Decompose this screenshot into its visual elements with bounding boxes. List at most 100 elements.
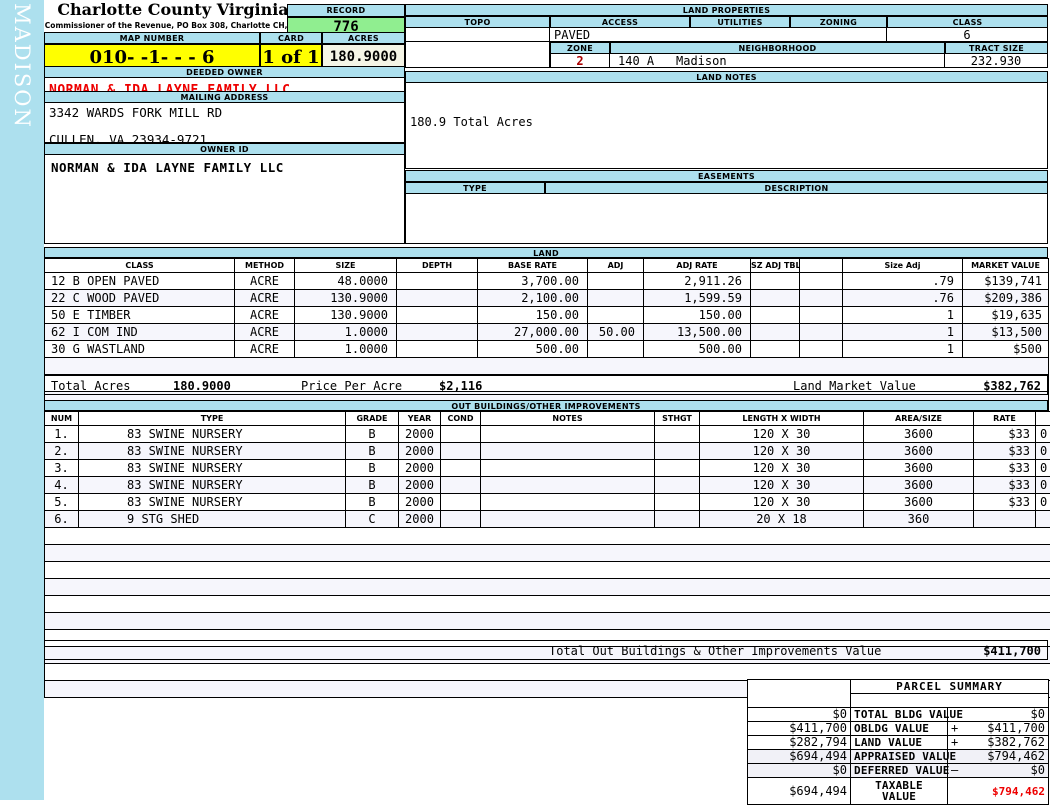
- ps-current-value: $382,762: [962, 736, 1049, 750]
- land-cell-size: 1.0000: [295, 341, 397, 358]
- parcel-summary-title-row: PARCEL SUMMARY: [748, 680, 1049, 694]
- class-label: CLASS: [887, 16, 1048, 28]
- total-acres-label: Total Acres: [51, 380, 130, 392]
- land-cell-class: 30 G WASTLAND: [45, 341, 235, 358]
- land-cell-method: ACRE: [235, 324, 295, 341]
- ob-cell-type: 83 SWINE NURSERY: [79, 460, 346, 477]
- land-cell-method: ACRE: [235, 307, 295, 324]
- access-value: PAVED: [550, 28, 887, 42]
- land-cell-blank: [800, 324, 843, 341]
- mailing-address-label: MAILING ADDRESS: [44, 91, 405, 103]
- ob-cell-area: 3600: [864, 460, 974, 477]
- ps-title-spacer: [851, 694, 1049, 708]
- land-header-row: CLASS METHOD SIZE DEPTH BASE RATE ADJ AD…: [45, 259, 1049, 273]
- ob-cell-grade: B: [346, 477, 399, 494]
- owner-id-label: OWNER ID: [44, 143, 405, 155]
- parcel-summary-title: PARCEL SUMMARY: [851, 680, 1049, 694]
- land-cell-sz_adj_tbl: [751, 273, 800, 290]
- owner-id-cell: NORMAN & IDA LAYNE FAMILY LLC: [44, 155, 405, 244]
- tract-size-label: TRACT SIZE: [945, 42, 1048, 54]
- land-cell-class: 62 I COM IND: [45, 324, 235, 341]
- ob-cell-year: 2000: [399, 426, 441, 443]
- land-cell-adj: [588, 341, 644, 358]
- deeded-owner-label: DEEDED OWNER: [44, 66, 405, 78]
- out-buildings-empty-row: [45, 562, 1050, 579]
- land-cell-adj: [588, 290, 644, 307]
- ob-cell-grade: B: [346, 494, 399, 511]
- ps-row-label: LAND VALUE: [851, 736, 948, 750]
- land-cell-market_value: $19,635: [963, 307, 1049, 324]
- out-buildings-empty-row: [45, 596, 1050, 613]
- ob-cell-rate: $33: [974, 477, 1036, 494]
- land-cell-adj: 50.00: [588, 324, 644, 341]
- ob-cell-area: 3600: [864, 426, 974, 443]
- land-cell-base_rate: 3,700.00: [478, 273, 588, 290]
- map-number-label: MAP NUMBER: [44, 32, 260, 44]
- land-col-size: SIZE: [295, 259, 397, 273]
- ob-cell-notes: [481, 460, 655, 477]
- ob-cell-type: 83 SWINE NURSERY: [79, 494, 346, 511]
- ob-cell-year: 2000: [399, 477, 441, 494]
- ob-cell-area: 3600: [864, 494, 974, 511]
- ps-sign: +: [948, 722, 962, 736]
- ob-col-year: YEAR: [399, 412, 441, 426]
- land-empty-row: [45, 358, 1049, 375]
- land-col-base-rate: BASE RATE: [478, 259, 588, 273]
- ob-cell-dep: 0.70: [1036, 494, 1050, 511]
- land-cell-market_value: $139,741: [963, 273, 1049, 290]
- land-empty-cell: [45, 358, 1049, 375]
- land-notes-text: 180.9 Total Acres: [405, 83, 1048, 169]
- out-buildings-section-label: OUT BUILDINGS/OTHER IMPROVEMENTS: [44, 400, 1048, 411]
- land-col-adj-rate: ADJ RATE: [644, 259, 751, 273]
- ps-prior-value: $282,794: [748, 736, 851, 750]
- topo-label: TOPO: [405, 16, 550, 28]
- ob-cell-rate: $33: [974, 443, 1036, 460]
- land-cell-class: 22 C WOOD PAVED: [45, 290, 235, 307]
- ob-cell-cond: [441, 494, 481, 511]
- ob-cell-cond: [441, 511, 481, 528]
- ob-cell-year: 2000: [399, 511, 441, 528]
- topo-value: [405, 28, 550, 42]
- zone-label: ZONE: [550, 42, 610, 54]
- land-col-depth: DEPTH: [397, 259, 478, 273]
- price-per-acre-label: Price Per Acre: [301, 380, 402, 392]
- land-cell-base_rate: 500.00: [478, 341, 588, 358]
- ob-cell-dep: 0.70: [1036, 426, 1050, 443]
- ob-cell-grade: B: [346, 460, 399, 477]
- ob-cell-cond: [441, 477, 481, 494]
- owner-id-value: NORMAN & IDA LAYNE FAMILY LLC: [51, 160, 284, 175]
- land-cell-base_rate: 150.00: [478, 307, 588, 324]
- land-cell-depth: [397, 273, 478, 290]
- ps-prior-value: $0: [748, 764, 851, 778]
- land-cell-class: 12 B OPEN PAVED: [45, 273, 235, 290]
- ob-cell-num: 6.: [45, 511, 79, 528]
- easement-description-label: DESCRIPTION: [545, 182, 1048, 194]
- land-cell-sz_adj_tbl: [751, 341, 800, 358]
- ob-col-lxw: LENGTH X WIDTH: [700, 412, 864, 426]
- ob-cell-lxw: 120 X 30: [700, 477, 864, 494]
- ob-col-rate: RATE: [974, 412, 1036, 426]
- land-cell-adj_rate: 500.00: [644, 341, 751, 358]
- land-cell-size_adj: 1: [843, 324, 963, 341]
- taxable-prior-value: $694,494: [748, 778, 851, 805]
- total-acres-value: 180.9000: [173, 380, 231, 392]
- ob-cell-lxw: 120 X 30: [700, 426, 864, 443]
- land-cell-method: ACRE: [235, 290, 295, 307]
- land-cell-base_rate: 2,100.00: [478, 290, 588, 307]
- land-cell-size: 1.0000: [295, 324, 397, 341]
